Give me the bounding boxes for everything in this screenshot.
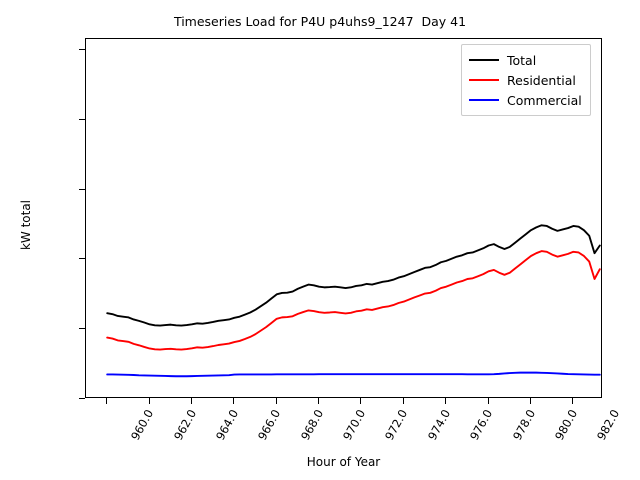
x-tick-label: 964.0 bbox=[212, 407, 242, 443]
y-tick-mark bbox=[79, 118, 85, 120]
x-tick-label: 970.0 bbox=[340, 407, 369, 443]
y-tick-mark bbox=[79, 258, 85, 260]
x-tick-label: 966.0 bbox=[255, 407, 284, 443]
legend-line-swatch-icon bbox=[469, 59, 499, 61]
plot-lines bbox=[106, 224, 601, 378]
legend-item-commercial[interactable]: Commercial bbox=[469, 90, 582, 110]
y-tick-mark bbox=[79, 328, 85, 330]
series-line-residential bbox=[106, 250, 601, 351]
y-axis-label: kW total bbox=[19, 199, 33, 251]
x-tick-mark bbox=[148, 398, 150, 404]
y-tick-mark bbox=[79, 188, 85, 190]
legend-item-residential[interactable]: Residential bbox=[469, 70, 582, 90]
x-tick-label: 962.0 bbox=[170, 407, 199, 443]
chart-title: Timeseries Load for P4U p4uhs9_1247 Day … bbox=[173, 14, 467, 29]
x-tick-mark bbox=[402, 398, 404, 404]
x-tick-label: 976.0 bbox=[467, 407, 496, 443]
x-tick-mark bbox=[445, 398, 447, 404]
legend-line-swatch-icon bbox=[469, 99, 499, 101]
series-line-commercial bbox=[106, 371, 601, 378]
x-tick-mark bbox=[487, 398, 489, 404]
chart-legend: Total Residential Commercial bbox=[461, 44, 591, 116]
y-tick-mark bbox=[79, 49, 85, 51]
x-tick-mark bbox=[106, 398, 108, 404]
x-tick-label: 982.0 bbox=[594, 407, 623, 443]
x-tick-mark bbox=[275, 398, 277, 404]
x-tick-label: 972.0 bbox=[382, 407, 411, 443]
legend-item-total[interactable]: Total bbox=[469, 50, 582, 70]
x-tick-label: 968.0 bbox=[297, 407, 326, 443]
x-tick-label: 978.0 bbox=[509, 407, 538, 443]
x-tick-label: 980.0 bbox=[551, 407, 581, 443]
y-tick-mark bbox=[79, 398, 85, 399]
series-line-total bbox=[106, 224, 601, 327]
x-tick-mark bbox=[572, 398, 574, 404]
x-tick-mark bbox=[360, 398, 362, 404]
x-tick-label: 974.0 bbox=[424, 407, 453, 443]
x-axis-label: Hour of Year bbox=[306, 455, 381, 469]
legend-label: Residential bbox=[507, 72, 576, 88]
x-tick-mark bbox=[190, 398, 192, 404]
x-tick-label: 960.0 bbox=[128, 407, 157, 443]
legend-label: Total bbox=[507, 52, 537, 68]
x-tick-mark bbox=[233, 398, 235, 404]
x-tick-mark bbox=[318, 398, 320, 404]
legend-line-swatch-icon bbox=[469, 79, 499, 81]
legend-label: Commercial bbox=[507, 92, 582, 108]
x-tick-mark bbox=[529, 398, 531, 404]
